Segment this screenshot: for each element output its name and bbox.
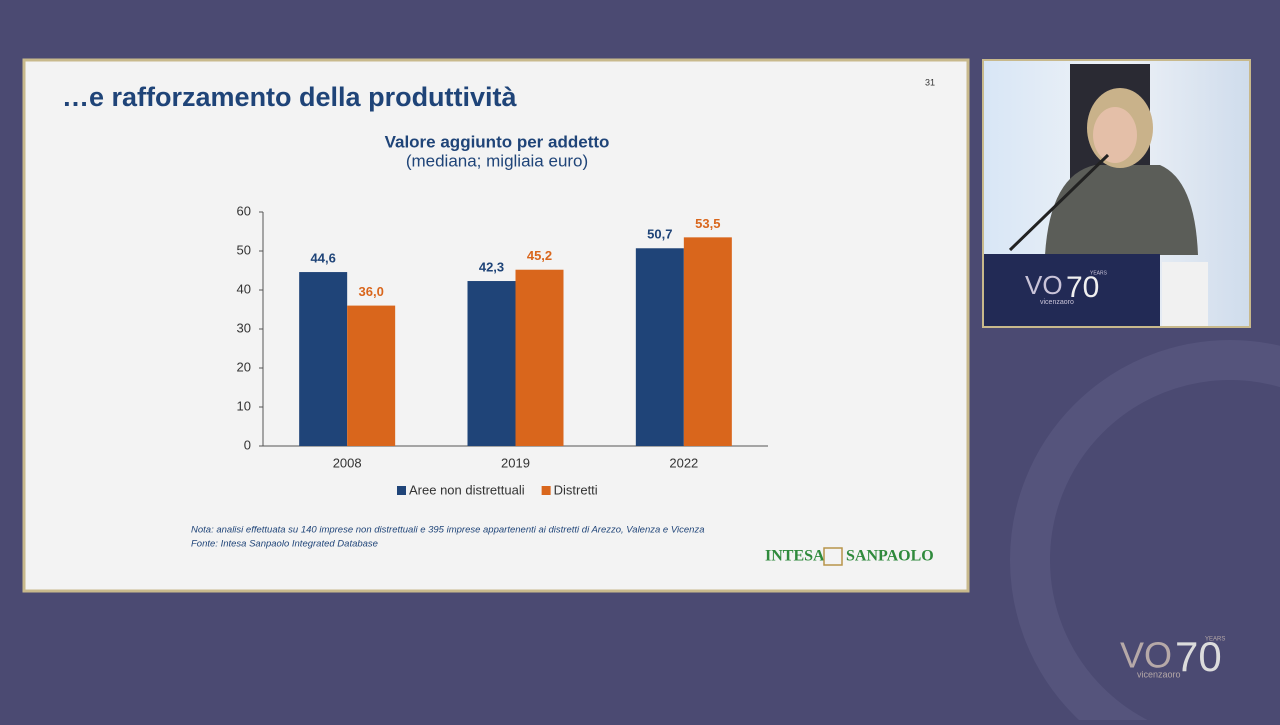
y-tick-label: 0 [244,437,251,452]
y-tick-label: 40 [237,281,251,296]
speaker-body [1045,165,1198,255]
logo-text: INTESA [765,548,825,565]
podium-logo: 70 [1066,271,1099,304]
speaker-face [1093,107,1137,163]
value-label: 42,3 [479,259,504,274]
chart-title: Valore aggiunto per addetto [385,132,610,151]
chart: 0 10 20 30 40 50 60 2008 44,6 36,0 2019 42,3 45,2 202… [237,203,768,497]
bar [467,281,516,446]
y-tick-label: 30 [237,320,251,335]
value-label: 50,7 [647,227,672,242]
corner-logo: vicenzaoro [1137,669,1181,679]
value-label: 44,6 [311,250,336,265]
corner-logo: YEARS [1205,637,1225,643]
corner-logo: 70 [1175,633,1222,680]
y-tick-label: 60 [237,203,251,218]
podium-logo: vicenzaoro [1040,299,1074,306]
y-tick-label: 10 [237,398,251,413]
bar [683,237,732,446]
bar [515,269,564,446]
logo-icon [823,547,843,566]
bar [635,248,684,446]
slide-title: …e rafforzamento della produttività [62,82,518,112]
source: Fonte: Intesa Sanpaolo Integrated Databa… [191,539,378,550]
microphone [1008,153,1110,252]
value-label: 36,0 [359,284,384,299]
x-tick-label: 2008 [333,455,362,470]
page-number: 31 [925,77,935,87]
logo-text: SANPAOLO [846,548,934,565]
bar [347,305,396,446]
bg-decoration [1010,340,1280,725]
x-tick-label: 2022 [669,455,698,470]
value-label: 53,5 [695,216,720,231]
chart-subtitle: (mediana; migliaia euro) [406,151,588,170]
y-tick-label: 20 [237,359,251,374]
value-label: 45,2 [527,248,552,263]
podium-logo: VO [1025,270,1063,300]
note: Nota: analisi effettuata su 140 imprese … [191,525,704,536]
corner-logo: VO [1120,635,1172,676]
legend-label: Distretti [554,482,598,497]
legend-swatch [541,486,551,495]
monitor [1162,262,1208,326]
podium-logo: YEARS [1090,270,1108,276]
y-tick-label: 50 [237,242,251,257]
podium [984,254,1160,326]
bar [299,272,348,446]
x-tick-label: 2019 [501,455,530,470]
legend-label: Aree non distrettuali [409,482,525,497]
legend-swatch [397,486,406,495]
